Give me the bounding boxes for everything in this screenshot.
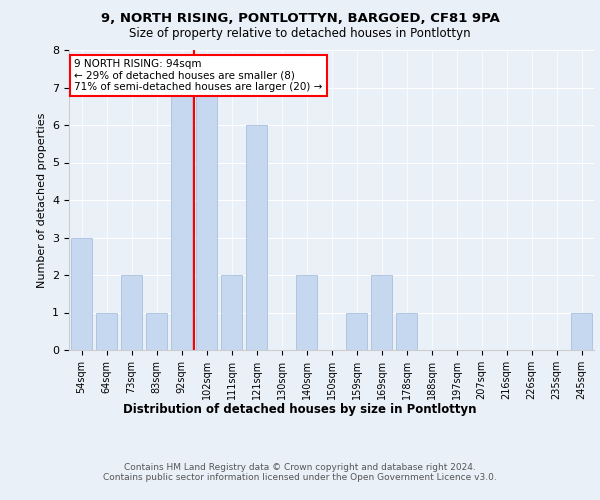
Bar: [71, 238, 92, 350]
Bar: [246, 125, 267, 350]
Y-axis label: Number of detached properties: Number of detached properties: [37, 112, 47, 288]
Bar: [121, 275, 142, 350]
Text: 9, NORTH RISING, PONTLOTTYN, BARGOED, CF81 9PA: 9, NORTH RISING, PONTLOTTYN, BARGOED, CF…: [101, 12, 499, 26]
Bar: [196, 88, 217, 350]
Bar: [346, 312, 367, 350]
Bar: [171, 88, 192, 350]
Bar: [396, 312, 417, 350]
Text: 9 NORTH RISING: 94sqm
← 29% of detached houses are smaller (8)
71% of semi-detac: 9 NORTH RISING: 94sqm ← 29% of detached …: [74, 59, 323, 92]
Text: Contains HM Land Registry data © Crown copyright and database right 2024.
Contai: Contains HM Land Registry data © Crown c…: [103, 462, 497, 482]
Bar: [296, 275, 317, 350]
Bar: [146, 312, 167, 350]
Bar: [96, 312, 117, 350]
Bar: [571, 312, 592, 350]
Bar: [221, 275, 242, 350]
Text: Size of property relative to detached houses in Pontlottyn: Size of property relative to detached ho…: [129, 28, 471, 40]
Bar: [371, 275, 392, 350]
Text: Distribution of detached houses by size in Pontlottyn: Distribution of detached houses by size …: [123, 402, 477, 415]
